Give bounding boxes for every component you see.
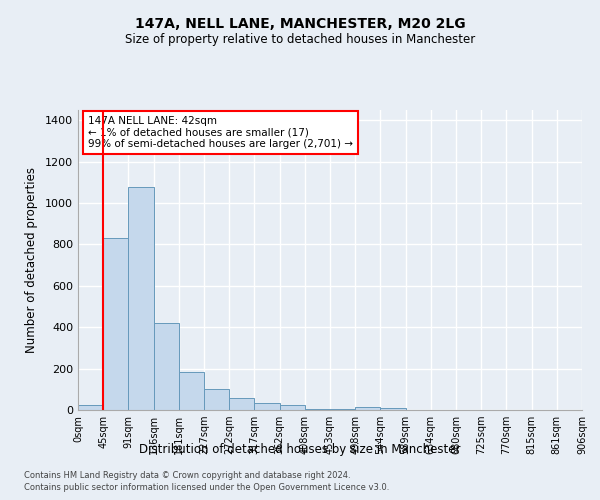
Bar	[355, 407, 380, 410]
Text: 147A, NELL LANE, MANCHESTER, M20 2LG: 147A, NELL LANE, MANCHESTER, M20 2LG	[134, 18, 466, 32]
Bar	[305, 409, 330, 410]
Text: Contains HM Land Registry data © Crown copyright and database right 2024.: Contains HM Land Registry data © Crown c…	[24, 471, 350, 480]
Bar	[380, 408, 406, 410]
Bar	[179, 372, 204, 410]
Bar	[103, 238, 128, 410]
Y-axis label: Number of detached properties: Number of detached properties	[25, 167, 38, 353]
Bar	[154, 323, 179, 410]
Text: Contains public sector information licensed under the Open Government Licence v3: Contains public sector information licen…	[24, 484, 389, 492]
Text: Distribution of detached houses by size in Manchester: Distribution of detached houses by size …	[139, 442, 461, 456]
Text: Size of property relative to detached houses in Manchester: Size of property relative to detached ho…	[125, 32, 475, 46]
Bar	[254, 403, 280, 410]
Bar	[229, 398, 254, 410]
Bar	[204, 390, 229, 410]
Bar	[280, 406, 305, 410]
Text: 147A NELL LANE: 42sqm
← 1% of detached houses are smaller (17)
99% of semi-detac: 147A NELL LANE: 42sqm ← 1% of detached h…	[88, 116, 353, 149]
Bar	[78, 405, 103, 410]
Bar	[128, 186, 154, 410]
